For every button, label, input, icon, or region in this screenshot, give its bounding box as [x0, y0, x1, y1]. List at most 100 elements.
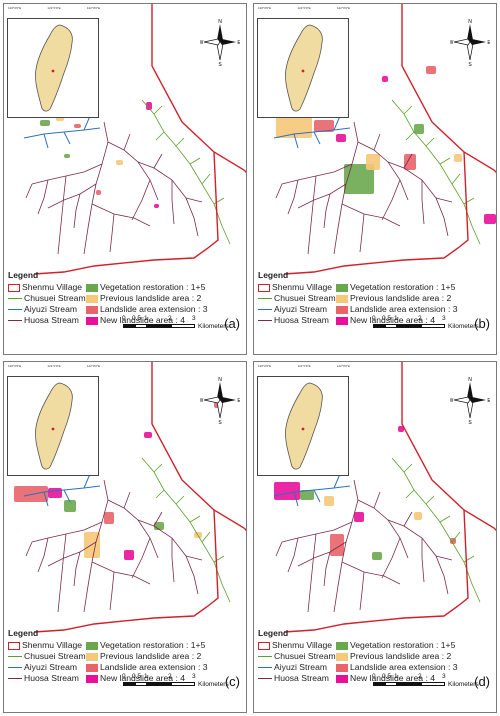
legend-shenmu: Shenmu Village — [258, 282, 332, 293]
huosa-stream — [403, 511, 413, 527]
huosa-stream — [25, 541, 33, 557]
aiyuzi-stream — [313, 131, 321, 145]
landslide-patch — [14, 486, 48, 502]
landslide-patch — [414, 512, 422, 520]
huosa-stream — [137, 161, 199, 237]
huosa-stream — [421, 180, 425, 225]
landslide-patch — [104, 512, 114, 524]
huosa-stream — [171, 538, 175, 583]
taiwan-inset — [257, 18, 349, 118]
landslide-patch — [96, 190, 101, 195]
tick-label: 120°0'0"E — [258, 364, 272, 368]
legend-shenmu: Shenmu Village — [258, 640, 332, 651]
compass-e: E — [237, 398, 240, 404]
shenmu-boundary — [283, 4, 496, 275]
landslide-patch — [300, 490, 314, 500]
chusuei-stream — [451, 173, 461, 185]
huosa-stream — [275, 541, 283, 557]
landslide-patch — [64, 154, 70, 158]
chusuei-stream — [175, 495, 185, 505]
huosa-stream — [287, 537, 299, 573]
legend-title: Legend — [258, 628, 289, 638]
huosa-stream — [359, 571, 365, 611]
aiyuzi-stream — [333, 115, 341, 131]
huosa-stream — [25, 183, 33, 199]
huosa-stream — [281, 163, 353, 185]
legend-chusuei: Chusuei Stream — [8, 293, 86, 304]
huosa-stream — [381, 179, 401, 221]
landslide-patch — [74, 124, 81, 128]
aiyuzi-stream — [293, 133, 299, 149]
huosa-stream — [57, 533, 67, 613]
legend-ext: Landslide area extension : 3 — [336, 662, 458, 673]
map-features — [23, 4, 246, 275]
legend-aiyuzi: Aiyuzi Stream — [258, 304, 327, 315]
huosa-stream — [31, 163, 103, 185]
chusuei-stream — [153, 463, 163, 473]
map-canvas — [273, 4, 496, 275]
inset-ticks: 120°0'0"E 121°0'0"E 122°0'0"E — [8, 364, 100, 368]
huosa-stream — [307, 533, 317, 613]
tick-label: 121°0'0"E — [297, 6, 311, 10]
huosa-stream — [131, 537, 151, 579]
aiyuzi-stream — [23, 127, 101, 139]
huosa-stream — [387, 519, 449, 595]
compass-w: W — [450, 40, 454, 46]
legend-huosa: Huosa Stream — [8, 673, 79, 684]
north-arrow: N S E W — [450, 376, 490, 424]
compass-n: N — [468, 377, 472, 383]
legend-ext: Landslide area extension : 3 — [86, 662, 208, 673]
legend: Legend Shenmu Village Chusuei Stream Aiy… — [8, 628, 244, 683]
chusuei-stream — [403, 463, 413, 473]
chusuei-stream — [425, 137, 435, 147]
scale-bar: 0 0.5 1 2 3 Kilometers — [122, 315, 229, 330]
chusuei-stream — [403, 105, 413, 115]
map-features — [14, 362, 246, 633]
landslide-patch — [64, 500, 76, 512]
map-panel-c: 120°0'0"E 121°0'0"E 122°0'0"E N S E W — [3, 361, 247, 713]
legend-new: New landslide area : 4 — [86, 315, 185, 326]
compass-s: S — [218, 62, 222, 66]
legend-huosa: Huosa Stream — [8, 315, 79, 326]
huosa-stream — [387, 161, 449, 237]
compass-e: E — [487, 40, 490, 46]
tick-label: 121°0'0"E — [47, 364, 61, 368]
huosa-stream — [381, 537, 401, 579]
inset-ticks: 120°0'0"E 121°0'0"E 122°0'0"E — [258, 364, 350, 368]
legend-prev: Previous landslide area : 2 — [336, 293, 451, 304]
huosa-stream — [185, 197, 203, 203]
chusuei-stream — [439, 157, 451, 165]
compass-s: S — [468, 420, 472, 424]
legend-prev: Previous landslide area : 2 — [86, 651, 201, 662]
landslide-patch — [354, 512, 364, 522]
compass-n: N — [468, 19, 472, 25]
map-panel-a: 120°0'0"E 121°0'0"E 122°0'0"E N S E W — [3, 3, 247, 355]
legend-huosa: Huosa Stream — [258, 673, 329, 684]
scale-bar: 0 0.5 1 2 3 Kilometers — [122, 673, 229, 688]
huosa-stream — [373, 491, 381, 509]
landslide-patch — [274, 482, 300, 500]
aiyuzi-stream — [293, 491, 299, 507]
huosa-stream — [357, 499, 409, 559]
taiwan-inset — [257, 376, 349, 476]
landslide-patch — [116, 160, 123, 165]
inset-ticks: 120°0'0"E 121°0'0"E 122°0'0"E — [8, 6, 100, 10]
map-features — [273, 362, 496, 633]
aiyuzi-stream — [83, 473, 91, 489]
huosa-stream — [297, 541, 347, 567]
scale-bar: 0 0.5 1 2 3 Kilometers — [372, 315, 479, 330]
legend-aiyuzi: Aiyuzi Stream — [8, 304, 77, 315]
huosa-stream — [341, 561, 401, 585]
huosa-stream — [435, 197, 453, 203]
huosa-stream — [107, 499, 159, 559]
landslide-patch — [154, 204, 159, 208]
huosa-stream — [297, 183, 347, 209]
legend-veg: Vegetation restoration : 1+5 — [336, 640, 455, 651]
legend-new: New landslide area : 4 — [86, 673, 185, 684]
legend-title: Legend — [258, 270, 289, 280]
shenmu-boundary — [33, 4, 246, 275]
legend-shenmu: Shenmu Village — [8, 640, 82, 651]
aiyuzi-stream — [333, 473, 341, 489]
map-features — [273, 4, 496, 275]
